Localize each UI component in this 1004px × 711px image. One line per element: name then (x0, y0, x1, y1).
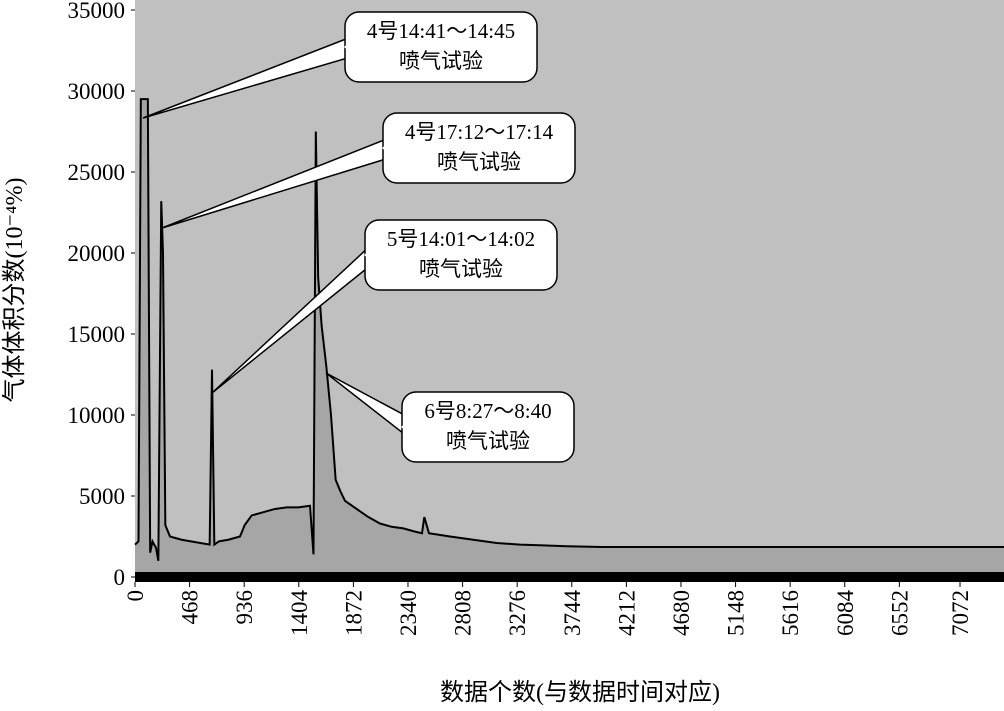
x-tick-label: 3744 (560, 590, 585, 637)
x-tick-label: 2340 (396, 590, 421, 636)
x-tick-label: 936 (232, 590, 257, 625)
x-tick-label: 5148 (724, 590, 749, 636)
x-tick-label: 5616 (778, 590, 803, 636)
callout: 6号8:27～8:40 喷气试验 (325, 372, 575, 463)
callout-text: 4号17:12～17:14 (405, 120, 554, 144)
y-tick-label: 25000 (68, 160, 126, 185)
x-tick-label: 7072 (948, 590, 973, 636)
callout-text: 6号8:27～8:40 (424, 399, 551, 423)
callout-pointer-cover (344, 39, 353, 55)
callout-pointer-cover (382, 140, 391, 156)
y-axis-label: 气体体积分数(10⁻⁴%) (1, 177, 28, 402)
y-tick-label: 5000 (79, 484, 125, 509)
callout-text: 喷气试验 (399, 49, 483, 73)
x-tick-label: 0 (123, 590, 148, 602)
callout-pointer-cover (364, 247, 373, 263)
callout-text: 4号14:41～14:45 (367, 19, 515, 43)
plot-background (135, 0, 1004, 577)
x-tick-label: 1872 (341, 590, 366, 636)
y-tick-label: 35000 (68, 0, 126, 23)
plot-area (134, 98, 1004, 577)
callout: 5号14:01～14:02 喷气试验 (211, 219, 558, 394)
y-tick-label: 20000 (68, 241, 126, 266)
x-tick-label: 3276 (505, 590, 530, 636)
callout-pointer-cover (401, 419, 410, 435)
callout: 4号14:41～14:45 喷气试验 (142, 11, 538, 119)
x-axis-band (135, 572, 1004, 582)
x-tick-label: 2808 (451, 590, 476, 636)
y-tick-label: 0 (114, 565, 126, 590)
callout-text: 喷气试验 (446, 429, 530, 453)
callout: 4号17:12～17:14 喷气试验 (161, 112, 576, 229)
x-tick-label: 6552 (887, 590, 912, 636)
x-tick-label: 4680 (669, 590, 694, 636)
y-tick-label: 10000 (68, 403, 126, 428)
x-axis-label: 数据个数(与数据时间对应) (440, 679, 720, 706)
x-tick-label: 468 (178, 590, 203, 625)
y-tick-label: 15000 (68, 322, 126, 347)
x-tick-label: 6084 (833, 590, 858, 637)
x-tick-label: 4212 (614, 590, 639, 636)
y-tick-label: 30000 (68, 79, 126, 104)
callout-text: 喷气试验 (437, 150, 521, 174)
x-tick-label: 1404 (287, 590, 312, 637)
line (134, 98, 1004, 561)
callout-text: 喷气试验 (419, 257, 503, 281)
callout-text: 5号14:01～14:02 (387, 227, 535, 251)
